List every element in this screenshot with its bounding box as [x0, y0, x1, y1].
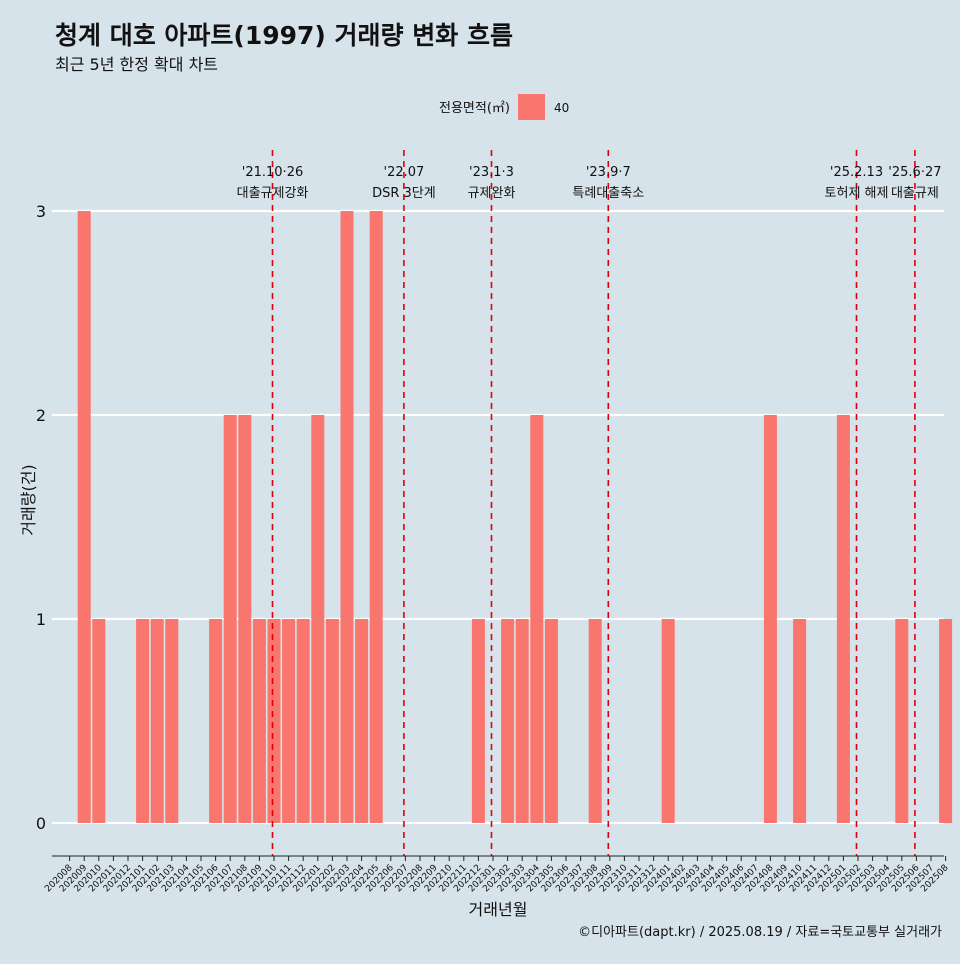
bar	[588, 619, 602, 823]
bar	[836, 415, 850, 823]
chart-title: 청계 대호 아파트(1997) 거래량 변화 흐름	[55, 21, 513, 50]
bar	[369, 211, 383, 823]
event-desc-label: 토허제 해제	[825, 186, 889, 201]
gridlines	[52, 209, 944, 825]
bar	[793, 619, 807, 823]
event-desc-label: 대출규제강화	[237, 186, 309, 201]
bar	[282, 619, 296, 823]
legend: 전용면적(㎡) 40	[439, 94, 569, 120]
event-annotations: '21.10·26 대출규제강화 '22.07 DSR 3단계 '23.1·3 규제완화 '…	[237, 165, 942, 201]
legend-title: 전용면적(㎡)	[439, 101, 510, 116]
bar	[501, 619, 515, 823]
bar	[296, 619, 310, 823]
bar	[895, 619, 909, 823]
bar	[763, 415, 777, 823]
chart-subtitle: 최근 5년 한정 확대 차트	[55, 55, 218, 74]
bar	[252, 619, 266, 823]
bar	[150, 619, 164, 823]
event-lines	[271, 150, 916, 856]
event-date-label: '25.6·27	[888, 165, 941, 180]
bar	[325, 619, 339, 823]
bar	[530, 415, 544, 823]
bar	[136, 619, 150, 823]
bar	[92, 619, 106, 823]
event-date-label: '21.10·26	[242, 165, 303, 180]
event-desc-label: DSR 3단계	[372, 186, 436, 201]
bar	[471, 619, 485, 823]
event-date-label: '23.1·3	[469, 165, 514, 180]
event-date-label: '22.07	[384, 165, 425, 180]
bar	[544, 619, 558, 823]
bar	[661, 619, 675, 823]
y-tick-label: 3	[36, 202, 46, 221]
bar	[267, 619, 281, 823]
bar	[238, 415, 252, 823]
y-tick-label: 1	[36, 610, 46, 629]
event-desc-label: 규제완화	[468, 186, 516, 201]
bar	[165, 619, 179, 823]
bar	[223, 415, 237, 823]
bar	[355, 619, 369, 823]
event-date-label: '23.9·7	[586, 165, 631, 180]
bar	[77, 211, 91, 823]
legend-swatch	[518, 94, 545, 120]
y-tick-label: 0	[36, 814, 46, 833]
bar	[311, 415, 325, 823]
legend-label: 40	[554, 101, 569, 115]
bar	[209, 619, 223, 823]
y-axis: 0 1 2 3	[36, 202, 46, 833]
x-axis: 2020082020092020102020112020122021012021…	[43, 855, 951, 894]
bar	[939, 619, 953, 823]
y-axis-title: 거래량(건)	[19, 464, 38, 535]
bars	[77, 211, 953, 823]
event-desc-label: 특례대출축소	[572, 186, 644, 201]
event-desc-label: 대출규제	[891, 186, 939, 201]
caption: ©디아파트(dapt.kr) / 2025.08.19 / 자료=국토교통부 실…	[578, 925, 942, 940]
bar	[340, 211, 354, 823]
x-axis-title: 거래년월	[469, 900, 528, 919]
bar	[515, 619, 529, 823]
y-tick-label: 2	[36, 406, 46, 425]
event-date-label: '25.2.13	[830, 165, 883, 180]
